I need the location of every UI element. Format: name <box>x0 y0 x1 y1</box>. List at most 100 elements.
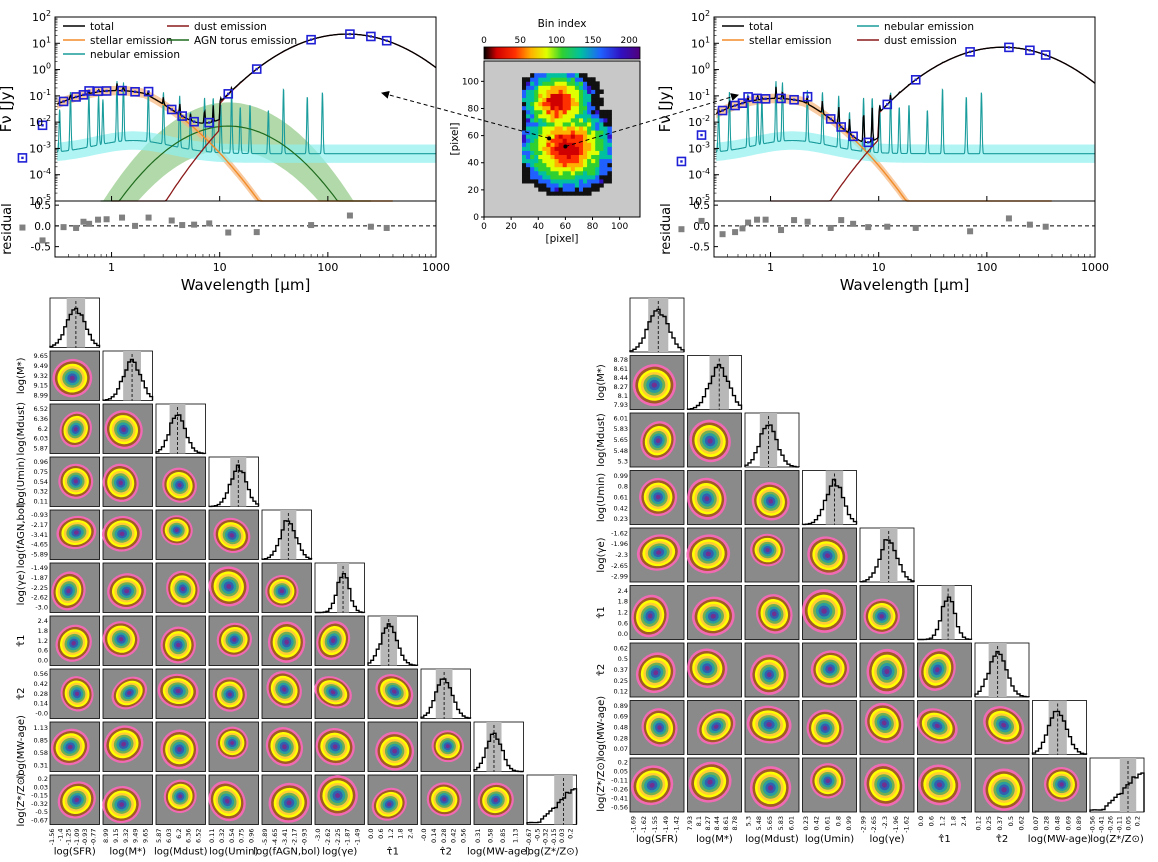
map-cells <box>521 73 612 196</box>
map-cell <box>558 134 564 139</box>
map-cell <box>578 138 584 143</box>
map-cell <box>521 89 527 94</box>
corner-x-tick-label: 5.87 <box>155 829 163 843</box>
map-cell <box>595 146 600 151</box>
corner-y-tick-label: 0.0 <box>38 657 48 665</box>
map-cell <box>574 158 580 164</box>
map-cell <box>583 170 588 176</box>
map-cell <box>546 174 551 180</box>
map-cell <box>554 113 560 119</box>
map-cell <box>534 81 539 86</box>
corner-x-tick-label: -1.69 <box>629 816 637 833</box>
photometry-point-center <box>105 89 108 93</box>
map-cell <box>603 179 608 184</box>
map-cell <box>574 73 580 78</box>
corner-x-axis-label: log(Umin) <box>805 834 854 845</box>
map-cell <box>538 174 543 180</box>
map-cell <box>599 179 604 184</box>
map-cell <box>521 85 527 90</box>
map-cell <box>603 166 608 172</box>
map-cell <box>542 150 547 155</box>
map-cell <box>538 170 543 176</box>
bin-marker <box>563 144 568 149</box>
corner-x-tick-label: 0.2 <box>566 829 574 839</box>
map-cell <box>570 89 576 94</box>
map-cell <box>526 85 531 90</box>
corner-x-tick-label: -0.32 <box>542 829 550 846</box>
map-cell <box>550 183 555 188</box>
map-cell <box>583 93 588 99</box>
map-cell <box>521 105 527 111</box>
map-cell <box>603 126 608 131</box>
posterior-contour <box>387 802 392 807</box>
corner-y-tick-label: 6.52 <box>34 405 48 413</box>
map-cell <box>530 138 535 143</box>
map-cell <box>574 187 580 192</box>
corner-y-tick-label: -4.65 <box>31 541 48 549</box>
corner-y-tick-label: -0.5 <box>35 808 48 816</box>
corner-y-tick-label: 8.61 <box>614 365 628 373</box>
map-cell <box>566 150 572 155</box>
posterior-contour <box>707 438 713 444</box>
map-cell <box>578 126 584 131</box>
map-cell <box>574 109 580 115</box>
map-cell <box>542 81 547 86</box>
map-cell <box>595 179 600 184</box>
map-cell <box>562 109 568 115</box>
corner-x-tick-label: -0.15 <box>550 829 558 846</box>
map-cell <box>587 187 592 192</box>
map-cell <box>599 138 604 143</box>
map-cell <box>534 166 539 172</box>
photometry-point-center <box>700 133 703 137</box>
histogram-steps <box>155 414 207 455</box>
map-cell <box>550 154 555 160</box>
corner-x-tick-label: 6.52 <box>195 829 203 843</box>
map-cell <box>583 142 588 147</box>
posterior-contour <box>651 382 658 388</box>
corner-y-tick-label: -1.96 <box>611 540 628 548</box>
map-cell <box>534 142 539 147</box>
map-cell <box>566 101 572 107</box>
map-cell <box>574 85 580 90</box>
residual-point <box>884 223 891 230</box>
corner-y-tick-label: -2.62 <box>31 594 48 602</box>
map-cell <box>603 142 608 147</box>
map-cell <box>599 109 604 115</box>
corner-y-tick-label: 0.28 <box>614 734 628 742</box>
corner-x-tick-label: -2.62 <box>324 829 332 846</box>
corner-plot-left: 8.999.159.329.499.65log(M*)5.876.036.26.… <box>15 297 579 858</box>
map-cell <box>558 126 564 131</box>
map-cell <box>570 113 576 119</box>
map-cell <box>530 179 535 184</box>
map-cell <box>526 170 531 176</box>
map-cell <box>570 170 576 176</box>
map-cell <box>574 183 580 188</box>
map-cell <box>599 154 604 160</box>
map-cell <box>554 122 560 127</box>
map-cell <box>550 126 555 131</box>
y-tick-label: 100 <box>32 62 51 77</box>
map-cell <box>578 134 584 139</box>
map-cell <box>599 126 604 131</box>
corner-y-tick-label: 1.13 <box>34 724 48 732</box>
corner-x-tick-label: 9.49 <box>132 829 140 843</box>
corner-y-tick-label: 9.32 <box>34 372 48 380</box>
map-cell <box>570 158 576 164</box>
corner-x-tick-label: -3.41 <box>281 829 289 846</box>
photometry-point <box>345 29 355 39</box>
map-cell <box>526 138 531 143</box>
histogram-steps <box>974 650 1030 698</box>
corner-x-axis-label: τ̂1 <box>387 846 399 858</box>
corner-x-tick-label: -0.11 <box>1116 816 1124 833</box>
map-cell <box>546 138 551 143</box>
residual-point <box>804 218 811 225</box>
map-cell <box>574 113 580 119</box>
map-cell <box>591 174 596 180</box>
map-cell <box>542 142 547 147</box>
photometry-point-center <box>839 125 843 129</box>
map-cell <box>534 93 539 99</box>
map-cell <box>554 183 560 188</box>
residual-point <box>778 227 785 234</box>
map-cell <box>562 162 568 168</box>
